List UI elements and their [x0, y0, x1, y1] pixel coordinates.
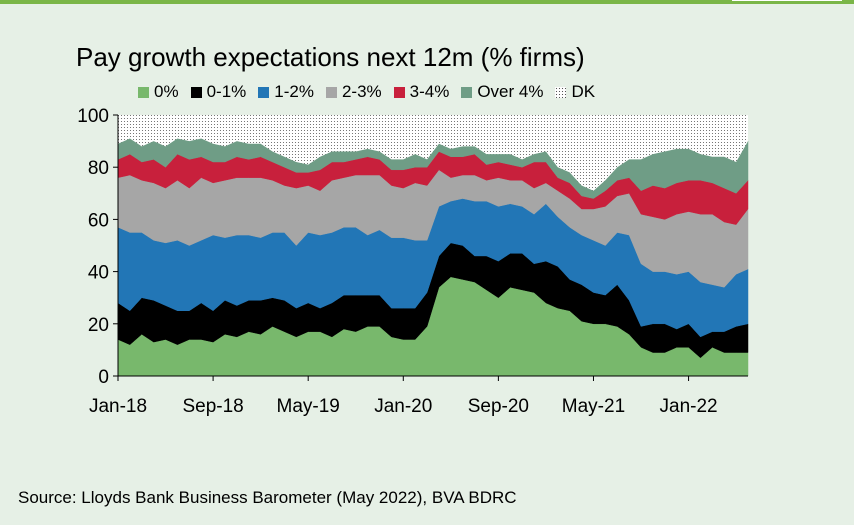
- legend-swatch-2-3pct: [325, 86, 337, 98]
- y-tick-label: 80: [88, 158, 109, 179]
- legend-item-dk: DK: [555, 82, 595, 102]
- x-tick-label: May-21: [562, 396, 625, 417]
- legend-item-over-4pct: Over 4%: [461, 82, 543, 102]
- source-note: Source: Lloyds Bank Business Barometer (…: [18, 488, 517, 507]
- legend-item-0-1pct: 0-1%: [190, 82, 247, 102]
- legend-swatch-0-1pct: [190, 86, 202, 98]
- legend-swatch-3-4pct: [393, 86, 405, 98]
- legend-label-dk: DK: [571, 82, 596, 101]
- x-tick-label: Jan-18: [89, 396, 147, 417]
- legend-label-over-4pct: Over 4%: [477, 82, 544, 101]
- legend-label-0pct: 0%: [154, 82, 179, 101]
- chart-legend: 0% 0-1% 1-2% 2-3% 3-4% Over 4% DK: [138, 82, 607, 102]
- area-series-group: [117, 115, 749, 377]
- legend-label-2-3pct: 2-3%: [341, 82, 382, 101]
- legend-swatch-dk: [555, 86, 567, 98]
- x-tick-label: Sep-18: [182, 396, 243, 417]
- y-tick-label: 20: [88, 315, 109, 336]
- axes-group: 0 20 40 60 80 100 Jan-18 Sep-18 May-19 Jan-20 Sep-…: [77, 106, 748, 417]
- chart-title: Pay growth expectations next 12m (% firm…: [76, 42, 585, 72]
- legend-label-3-4pct: 3-4%: [409, 82, 450, 101]
- legend-item-2-3pct: 2-3%: [325, 82, 382, 102]
- y-tick-label: 40: [88, 263, 109, 284]
- y-tick-label: 60: [88, 210, 109, 231]
- top-accent-rule-highlight: [732, 0, 842, 1]
- legend-label-1-2pct: 1-2%: [274, 82, 314, 101]
- x-tick-label: Jan-22: [660, 396, 718, 417]
- legend-item-3-4pct: 3-4%: [393, 82, 450, 102]
- legend-swatch-over-4pct: [461, 86, 473, 98]
- legend-item-1-2pct: 1-2%: [258, 82, 314, 102]
- area-series-dk: [118, 115, 748, 191]
- legend-label-0-1pct: 0-1%: [206, 82, 247, 101]
- x-tick-label: May-19: [277, 396, 340, 417]
- legend-item-0pct: 0%: [138, 82, 179, 102]
- legend-swatch-0pct: [138, 86, 149, 98]
- y-tick-label: 100: [77, 106, 109, 127]
- legend-swatch-1-2pct: [258, 86, 270, 98]
- x-tick-label: Jan-20: [374, 396, 432, 417]
- top-accent-rule: [0, 0, 854, 4]
- y-tick-label: 0: [98, 367, 109, 388]
- x-tick-label: Sep-20: [468, 396, 529, 417]
